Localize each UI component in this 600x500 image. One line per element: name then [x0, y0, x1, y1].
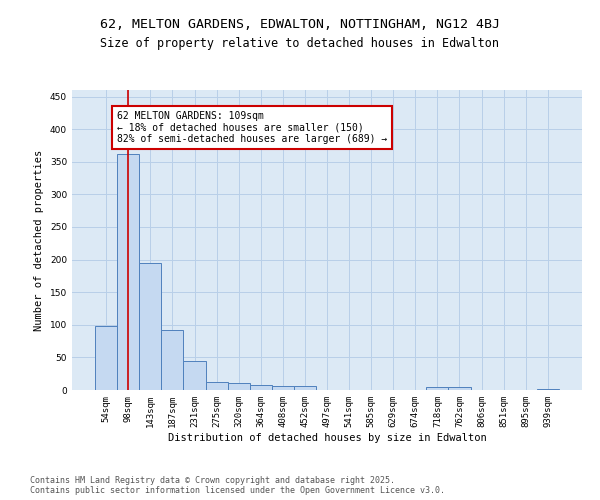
Bar — [448, 386, 470, 390]
Text: 62, MELTON GARDENS, EDWALTON, NOTTINGHAM, NG12 4BJ: 62, MELTON GARDENS, EDWALTON, NOTTINGHAM… — [100, 18, 500, 30]
X-axis label: Distribution of detached houses by size in Edwalton: Distribution of detached houses by size … — [167, 432, 487, 442]
Bar — [206, 382, 227, 390]
Bar — [427, 386, 448, 390]
Bar — [537, 388, 559, 390]
Bar — [227, 384, 250, 390]
Y-axis label: Number of detached properties: Number of detached properties — [34, 150, 44, 330]
Text: Contains HM Land Registry data © Crown copyright and database right 2025.
Contai: Contains HM Land Registry data © Crown c… — [30, 476, 445, 495]
Bar — [117, 154, 139, 390]
Text: 62 MELTON GARDENS: 109sqm
← 18% of detached houses are smaller (150)
82% of semi: 62 MELTON GARDENS: 109sqm ← 18% of detac… — [117, 111, 388, 144]
Bar — [184, 360, 206, 390]
Bar — [294, 386, 316, 390]
Bar — [95, 326, 117, 390]
Bar — [250, 385, 272, 390]
Text: Size of property relative to detached houses in Edwalton: Size of property relative to detached ho… — [101, 38, 499, 51]
Bar — [272, 386, 294, 390]
Bar — [161, 330, 184, 390]
Bar — [139, 263, 161, 390]
